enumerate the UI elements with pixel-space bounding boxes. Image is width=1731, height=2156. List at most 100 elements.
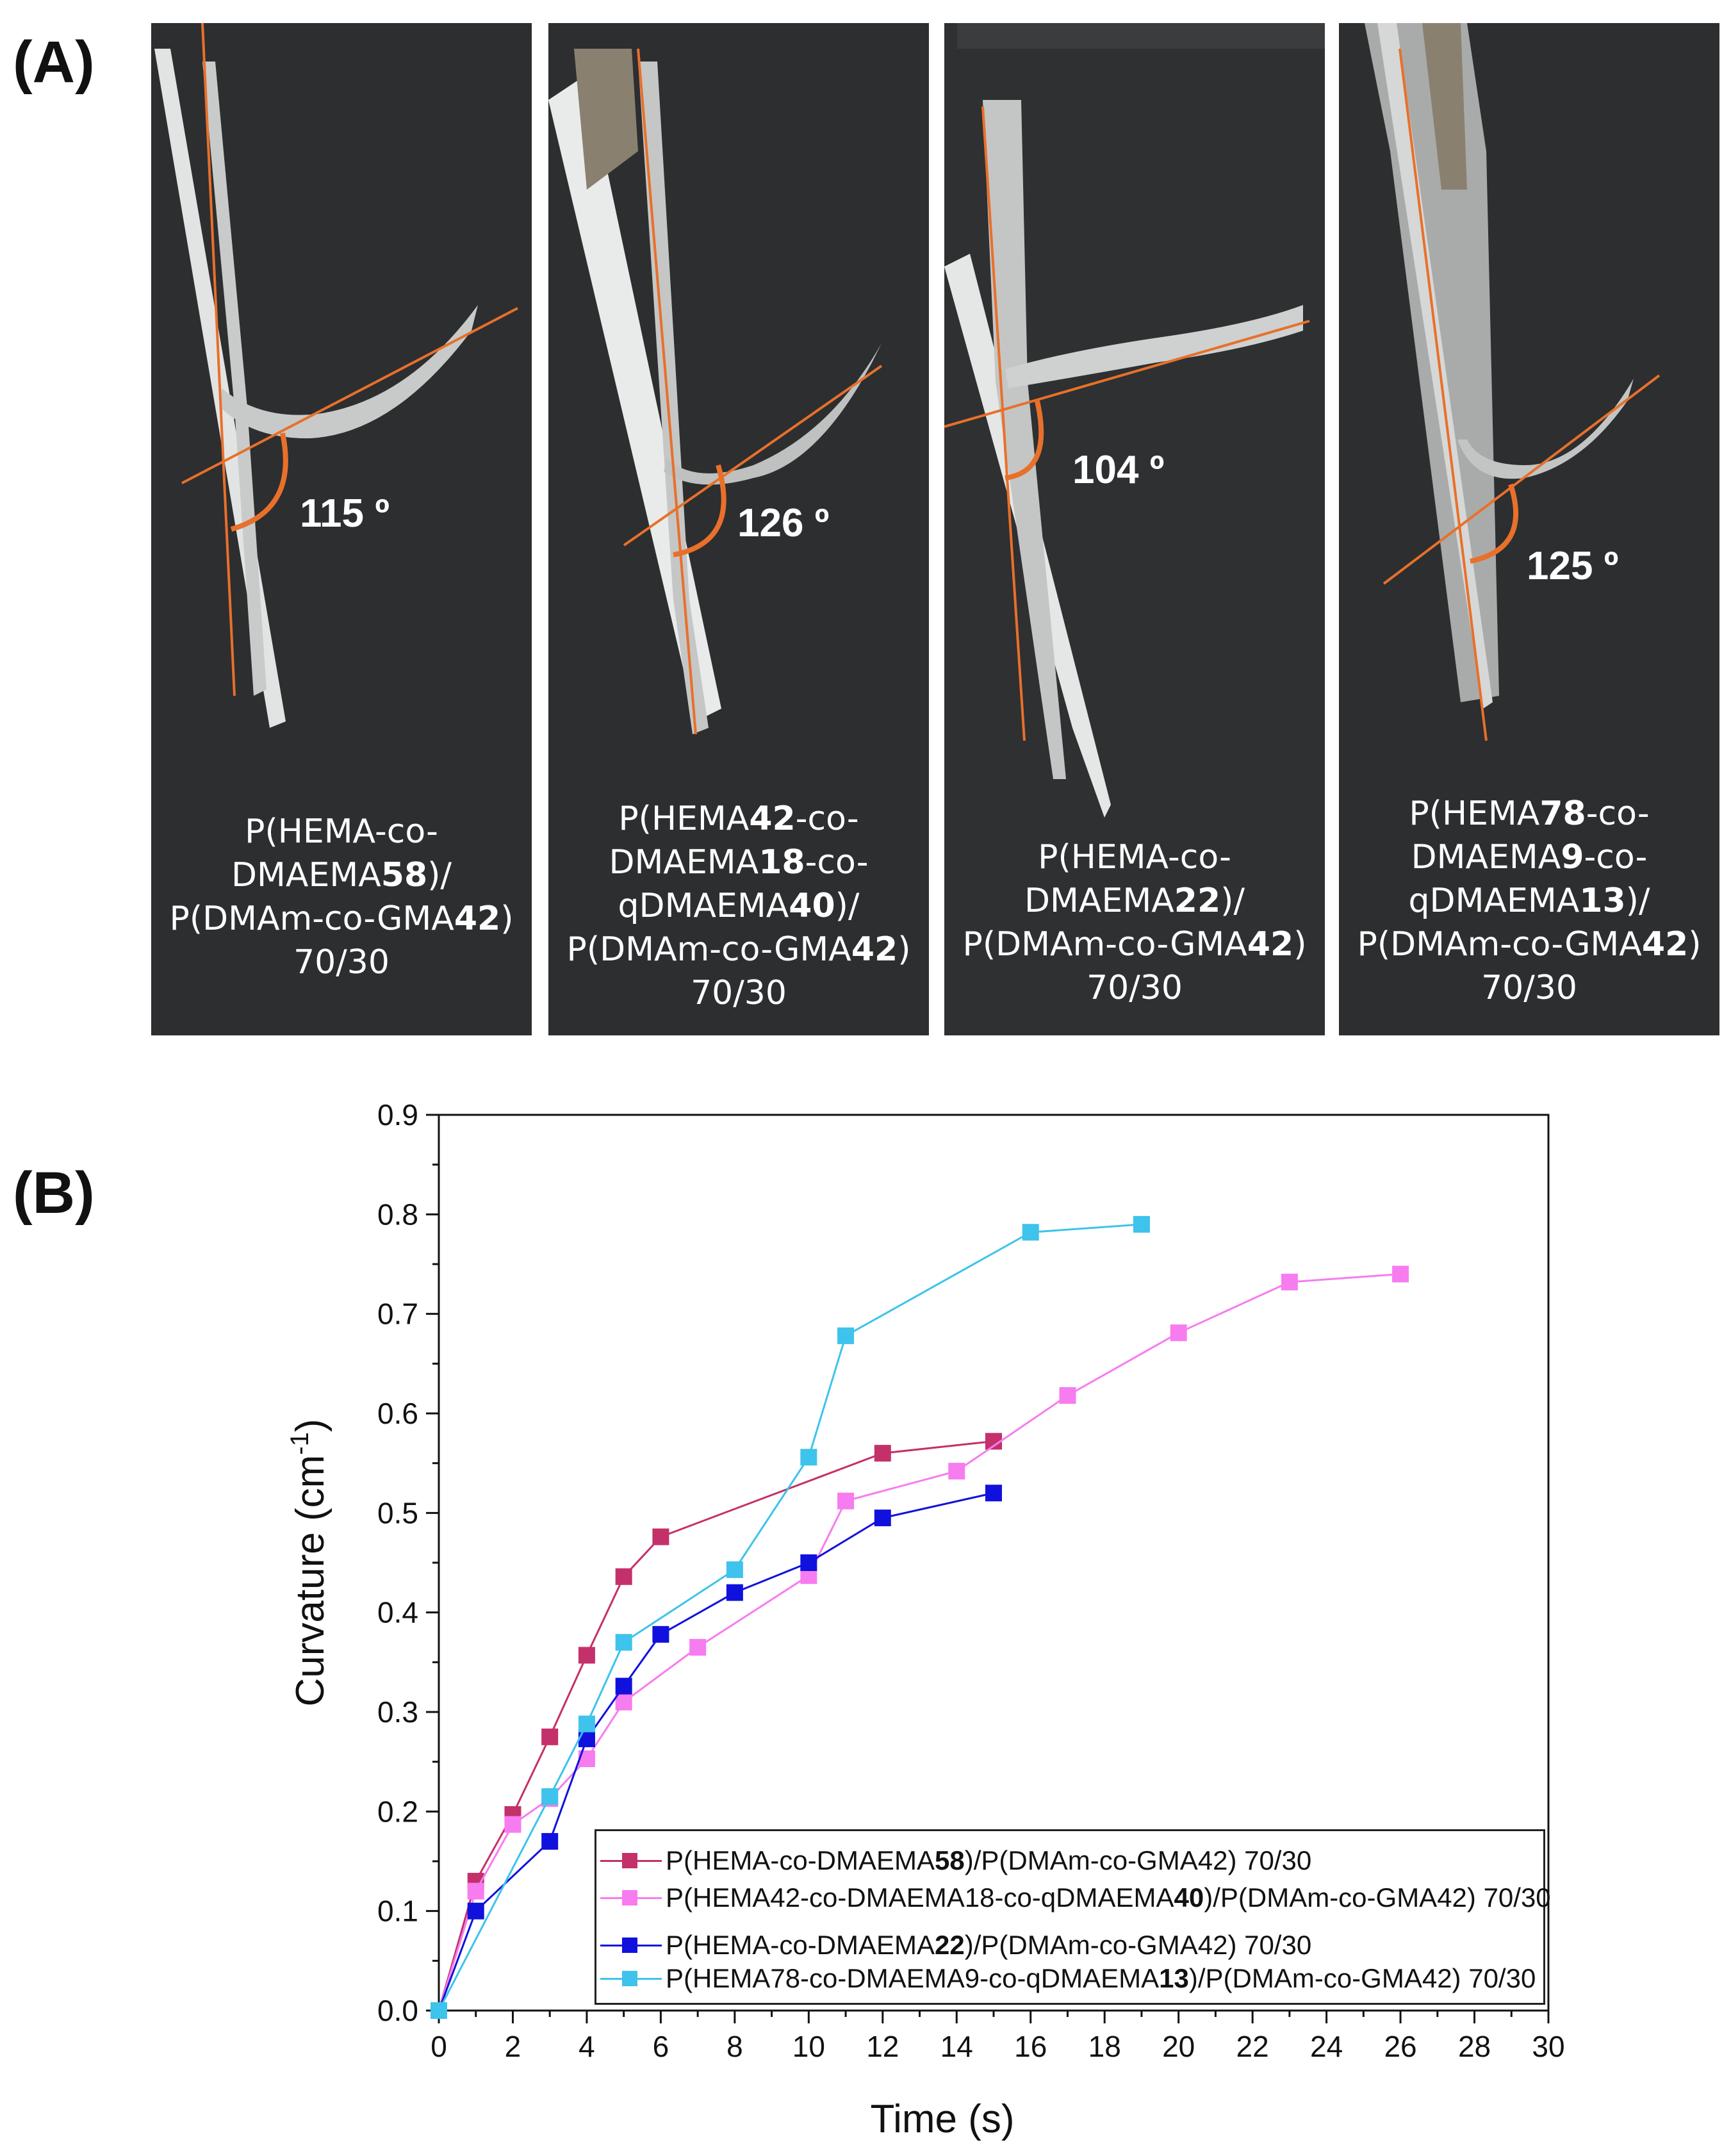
substrate-strip — [983, 100, 1066, 779]
x-tick-label: 28 — [1458, 2030, 1491, 2063]
photo-3: 104 º P(HEMA-co- DMAEMA22)/ P(DMAm-co-GM… — [944, 23, 1325, 1035]
legend-swatch — [600, 1885, 662, 1911]
legend-item: P(HEMA-co-DMAEMA22)/P(DMAm-co-GMA42) 70/… — [596, 1926, 1311, 1964]
legend: P(HEMA-co-DMAEMA58)/P(DMAm-co-GMA42) 70/… — [595, 1829, 1551, 2005]
data-point — [1059, 1387, 1076, 1404]
data-point — [800, 1449, 817, 1466]
legend-swatch — [600, 1966, 662, 1991]
data-point — [726, 1561, 743, 1578]
bent-film — [220, 305, 478, 439]
data-point — [800, 1554, 817, 1571]
photo-caption: P(HEMA-co- DMAEMA58)/ P(DMAm-co-GMA42) 7… — [151, 810, 532, 984]
angle-arc — [1005, 400, 1044, 481]
data-point — [689, 1639, 707, 1656]
legend-swatch — [600, 1932, 662, 1958]
caption-line: qDMAEMA40)/ — [618, 887, 860, 925]
x-axis-label: Time (s) — [871, 2097, 1015, 2141]
caption-line: P(DMAm-co-GMA42) — [1357, 925, 1702, 964]
tangent-line — [181, 307, 518, 484]
angle-arc — [673, 464, 726, 557]
caption-line: P(HEMA42-co- — [618, 800, 859, 838]
x-tick-label: 20 — [1162, 2030, 1195, 2063]
data-point — [726, 1584, 743, 1601]
data-point — [948, 1463, 965, 1480]
legend-label: P(HEMA-co-DMAEMA58)/P(DMAm-co-GMA42) 70/… — [666, 1845, 1312, 1875]
caption-line: P(HEMA78-co- — [1409, 794, 1650, 833]
legend-label: P(HEMA78-co-DMAEMA9-co-qDMAEMA13)/P(DMAm… — [666, 1963, 1536, 1993]
caption-line: P(HEMA-co- — [1038, 838, 1231, 876]
legend-item: P(HEMA78-co-DMAEMA9-co-qDMAEMA13)/P(DMAm… — [596, 1959, 1536, 1998]
y-axis-label: Curvature (cm-1) — [286, 1419, 332, 1707]
x-tick-label: 26 — [1384, 2030, 1416, 2063]
caption-line: 70/30 — [1481, 969, 1577, 1007]
legend-item: P(HEMA42-co-DMAEMA18-co-qDMAEMA40)/P(DMA… — [596, 1879, 1551, 1917]
bent-film — [1005, 305, 1303, 388]
caption-line: DMAEMA9-co- — [1411, 838, 1648, 876]
angle-arc — [1470, 483, 1518, 564]
y-tick-label: 0.7 — [377, 1297, 418, 1331]
curvature-chart: 0.00.10.20.30.40.50.60.70.80.90 2 4 6 8 10 12 1… — [286, 1098, 1565, 2141]
data-point — [541, 1728, 559, 1745]
caption-line: P(DMAm-co-GMA42) — [566, 930, 911, 969]
bent-film — [1457, 379, 1634, 479]
y-tick-label: 0.6 — [377, 1397, 418, 1430]
clamp — [1422, 23, 1467, 190]
x-tick-label: 8 — [726, 2030, 743, 2063]
reference-line — [1399, 48, 1488, 741]
x-tick-label: 22 — [1236, 2030, 1269, 2063]
legend-swatch — [600, 1848, 662, 1873]
data-point — [615, 1693, 632, 1711]
photo-1-illustration — [151, 23, 532, 1035]
legend-label: P(HEMA-co-DMAEMA22)/P(DMAm-co-GMA42) 70/… — [666, 1930, 1312, 1960]
x-tick-label: 30 — [1532, 2030, 1564, 2063]
y-tick-label: 0.2 — [377, 1795, 418, 1828]
photo-caption: P(HEMA-co- DMAEMA22)/ P(DMAm-co-GMA42) 7… — [944, 835, 1325, 1010]
panel-a-label: (A) — [13, 29, 95, 95]
reference-line — [637, 48, 697, 735]
y-tick-label: 0.9 — [377, 1098, 418, 1131]
x-tick-label: 0 — [431, 2030, 447, 2063]
data-point — [541, 1832, 559, 1850]
data-point — [578, 1730, 595, 1747]
legend-label: P(HEMA42-co-DMAEMA18-co-qDMAEMA40)/P(DMA… — [666, 1882, 1551, 1913]
data-point — [1170, 1324, 1187, 1342]
caption-line: DMAEMA18-co- — [609, 843, 869, 882]
photo-caption: P(HEMA42-co- DMAEMA18-co- qDMAEMA40)/ P(… — [548, 797, 929, 1015]
photo-4: 125 º P(HEMA78-co- DMAEMA9-co- qDMAEMA13… — [1339, 23, 1719, 1035]
data-point — [504, 1816, 521, 1833]
photo-1: 115 º P(HEMA-co- DMAEMA58)/ P(DMAm-co-GM… — [151, 23, 532, 1035]
series-line-3 — [438, 1492, 994, 2011]
data-point — [874, 1445, 891, 1462]
x-tick-label: 2 — [505, 2030, 521, 2063]
data-point — [467, 1902, 484, 1920]
reference-line — [201, 23, 236, 696]
x-tick-label: 24 — [1310, 2030, 1343, 2063]
reference-line — [981, 106, 1026, 741]
y-tick-label: 0.3 — [377, 1695, 418, 1729]
x-tick-label: 4 — [578, 2030, 595, 2063]
clamp — [574, 49, 638, 190]
x-tick-label: 10 — [792, 2030, 825, 2063]
x-tick-label: 6 — [653, 2030, 669, 2063]
caption-line: P(DMAm-co-GMA42) — [962, 925, 1307, 964]
data-point — [652, 1528, 669, 1545]
x-tick-label: 16 — [1014, 2030, 1047, 2063]
legend-item: P(HEMA-co-DMAEMA58)/P(DMAm-co-GMA42) 70/… — [596, 1841, 1311, 1880]
data-point — [615, 1634, 632, 1651]
data-point — [615, 1677, 632, 1695]
angle-value: 125 º — [1527, 544, 1619, 588]
caption-line: DMAEMA58)/ — [231, 856, 452, 894]
data-point — [541, 1788, 559, 1806]
data-point — [431, 2002, 447, 2019]
photo-2: 126 º P(HEMA42-co- DMAEMA18-co- qDMAEMA4… — [548, 23, 929, 1035]
x-tick-label: 12 — [866, 2030, 899, 2063]
data-point — [1133, 1215, 1150, 1233]
y-tick-label: 0.1 — [377, 1895, 418, 1928]
tangent-line — [623, 365, 883, 547]
x-tick-label: 18 — [1088, 2030, 1121, 2063]
y-tick-label: 0.4 — [377, 1596, 418, 1629]
tangent-line — [944, 320, 1310, 428]
data-point — [1281, 1273, 1298, 1290]
data-point — [837, 1492, 855, 1510]
data-point — [615, 1568, 632, 1585]
